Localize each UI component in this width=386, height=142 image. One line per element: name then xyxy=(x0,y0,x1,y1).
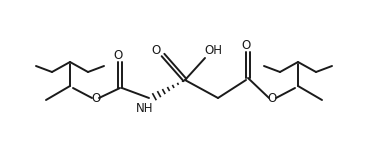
Text: NH: NH xyxy=(136,102,154,114)
Text: O: O xyxy=(113,49,123,61)
Text: O: O xyxy=(151,43,161,57)
Text: O: O xyxy=(241,38,251,52)
Text: O: O xyxy=(91,91,101,105)
Text: O: O xyxy=(267,91,277,105)
Text: OH: OH xyxy=(204,43,222,57)
